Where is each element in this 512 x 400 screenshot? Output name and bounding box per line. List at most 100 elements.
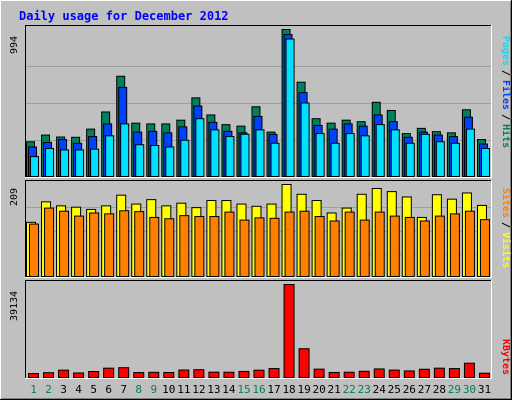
legend-visits: Visits: [500, 232, 512, 268]
legend-hits: Hits: [500, 124, 512, 148]
sites-bar: [74, 215, 85, 278]
sites-bar: [404, 216, 415, 277]
day-label: 10: [162, 383, 175, 396]
top-legend: Pages / Files / Hits: [500, 36, 512, 148]
pages-bar: [120, 123, 130, 177]
kbytes-bar: [58, 369, 70, 378]
kbytes-bar: [178, 369, 190, 379]
sites-bar: [104, 213, 115, 278]
kbytes-bar: [418, 368, 430, 379]
kbytes-bar: [73, 372, 85, 379]
day-label: 3: [60, 383, 67, 396]
sites-bar: [239, 219, 250, 277]
legend-files: Files: [500, 80, 512, 110]
pages-bar: [135, 144, 145, 177]
pages-bar: [210, 129, 220, 177]
pages-bar: [285, 38, 295, 177]
sites-bar: [224, 211, 235, 277]
kbytes-bar: [478, 372, 490, 379]
pages-bar: [75, 149, 85, 177]
pages-bar: [30, 156, 39, 177]
sites-bar: [284, 211, 295, 277]
sites-bar: [434, 215, 445, 278]
pages-bar: [90, 148, 100, 178]
day-label: 6: [105, 383, 112, 396]
sites-bar: [389, 215, 400, 278]
kbytes-bar: [403, 370, 415, 378]
day-label: 4: [75, 383, 82, 396]
sites-bar: [464, 210, 475, 277]
day-label: 22: [343, 383, 356, 396]
day-label: 26: [403, 383, 416, 396]
sites-bar: [149, 216, 160, 277]
kbytes-bars: [28, 284, 490, 379]
pages-bar: [195, 118, 205, 178]
kbytes-bar: [268, 368, 280, 378]
hits-files-pages-bars: [26, 29, 490, 178]
pages-bar: [255, 129, 265, 177]
kbytes-bar: [148, 371, 160, 378]
kbytes-bar: [133, 372, 145, 378]
pages-bar: [465, 128, 475, 178]
pages-bar: [480, 147, 490, 177]
sites-bar: [194, 216, 205, 278]
kbytes-bar: [223, 371, 235, 378]
sites-bar: [119, 210, 130, 277]
pages-bar: [225, 136, 235, 177]
kbytes-bar: [88, 371, 100, 378]
legend-sep-1: /: [500, 70, 511, 76]
day-label: 14: [222, 383, 236, 396]
mid-legend: Sites / Visits: [500, 188, 512, 268]
sites-bar: [329, 220, 340, 277]
day-label: 27: [418, 383, 431, 396]
mid-ymax-label: 209: [9, 188, 20, 206]
sites-bar: [344, 211, 355, 277]
legend-sep-2: /: [500, 114, 511, 120]
legend-sep-3: /: [500, 222, 511, 228]
bot-legend: KBytes: [500, 339, 511, 375]
pages-bar: [420, 133, 430, 177]
day-label: 20: [313, 383, 326, 396]
sites-bar: [269, 217, 280, 277]
sites-bar: [89, 212, 100, 277]
sites-bar: [254, 217, 265, 277]
day-label: 23: [358, 383, 371, 396]
day-label: 21: [328, 383, 341, 396]
day-label: 25: [388, 383, 401, 396]
kbytes-bar: [358, 370, 370, 378]
kbytes-bar: [193, 369, 205, 379]
pages-bar: [60, 149, 70, 177]
kbytes-bar: [328, 371, 340, 379]
sites-bar: [179, 215, 190, 278]
day-label: 30: [463, 383, 476, 396]
kbytes-bar: [28, 373, 39, 379]
pages-bar: [300, 102, 310, 177]
pages-bar: [450, 142, 460, 178]
day-label: 18: [282, 383, 295, 396]
pages-bar: [435, 141, 445, 177]
kbytes-bar: [43, 372, 55, 379]
kbytes-bar: [208, 371, 220, 379]
day-label: 13: [207, 383, 220, 396]
sites-bar: [479, 219, 490, 277]
day-label: 8: [135, 383, 142, 396]
sites-bar: [134, 211, 145, 277]
sites-bar: [59, 210, 70, 277]
sites-bar: [314, 216, 325, 278]
legend-sites: Sites: [500, 188, 512, 218]
day-axis-labels: 1 2 3 4 5 6 7 8 9 10 11 12 13 14 15 16 17 18 19 20 21 22 23 24 2…: [30, 383, 491, 396]
sites-bar: [164, 218, 175, 277]
panel-frames: [25, 25, 492, 379]
legend-kbytes: KBytes: [500, 339, 511, 375]
pages-bar: [360, 135, 370, 177]
day-label: 7: [120, 383, 127, 396]
bot-ymax-label: 39134: [9, 291, 20, 321]
kbytes-bar: [103, 367, 115, 379]
day-label: 5: [90, 383, 97, 396]
kbytes-bar: [373, 368, 385, 379]
pages-bar: [270, 142, 280, 178]
day-label: 2: [45, 383, 52, 396]
kbytes-bar: [298, 348, 310, 378]
kbytes-bar: [163, 371, 175, 379]
pages-bar: [345, 133, 355, 178]
